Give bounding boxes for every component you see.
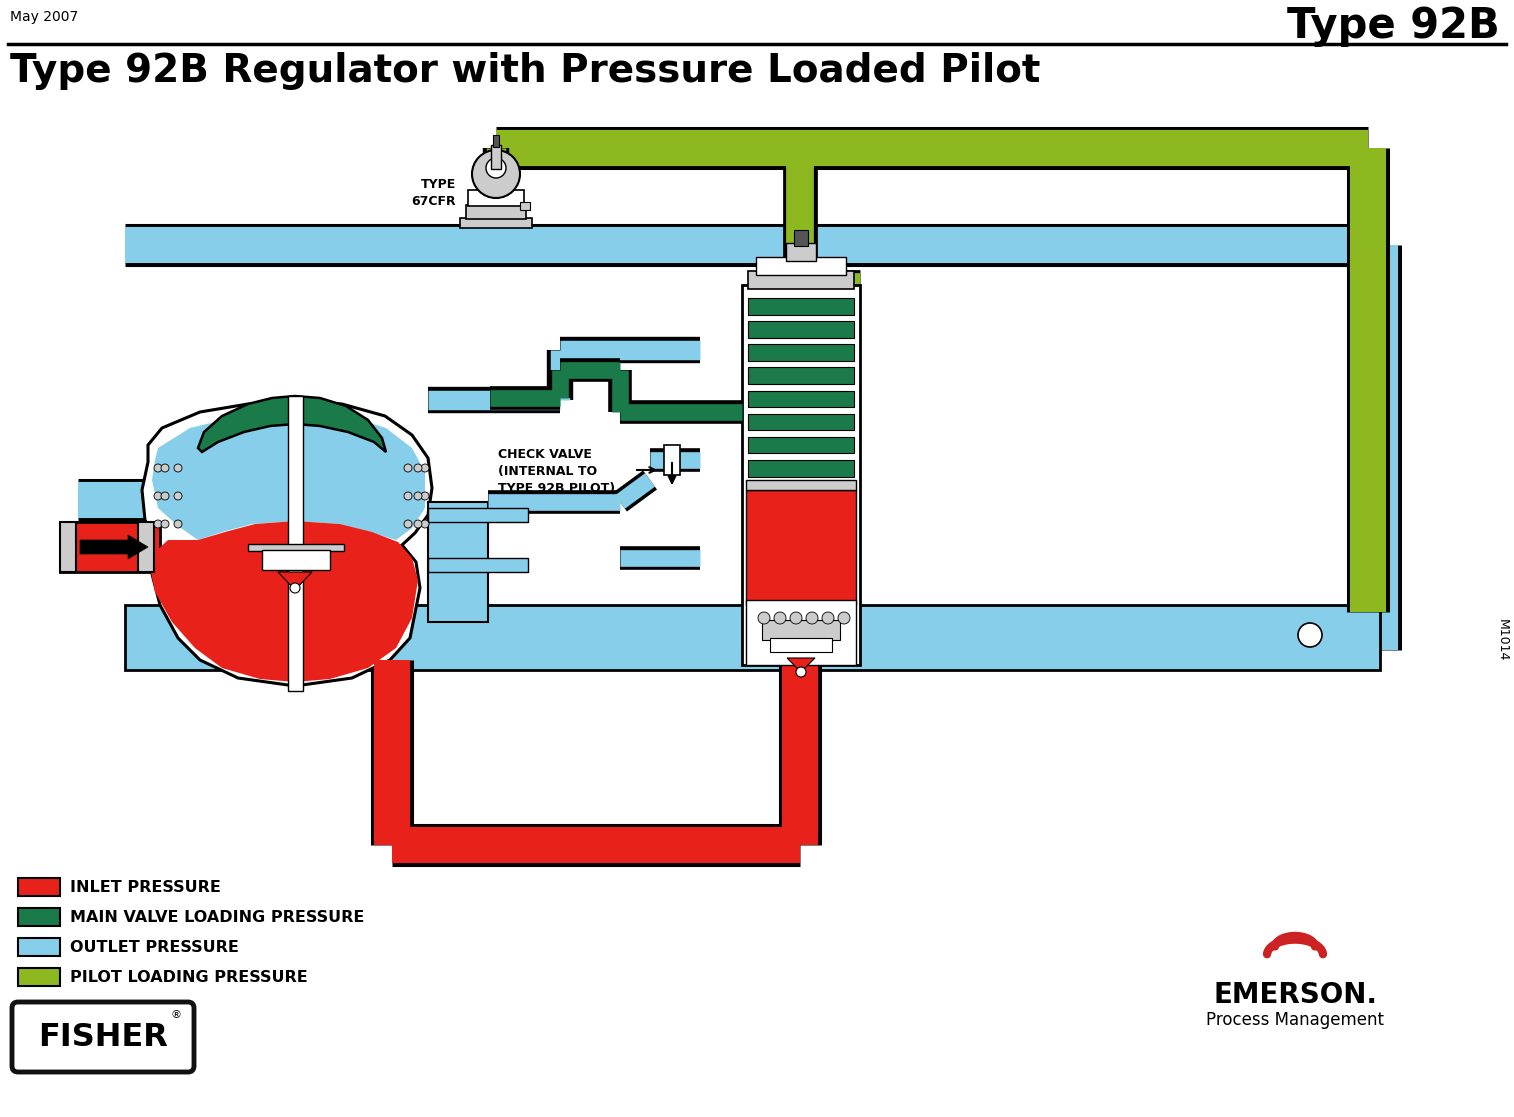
Circle shape	[154, 464, 162, 472]
Bar	[519, 202, 530, 210]
Bar	[18, 968, 61, 986]
Circle shape	[404, 491, 412, 500]
Circle shape	[160, 464, 170, 472]
Bar	[748, 391, 854, 408]
Text: PILOT LOADING PRESSURE: PILOT LOADING PRESSURE	[70, 970, 307, 984]
Polygon shape	[80, 535, 148, 558]
Circle shape	[796, 667, 805, 677]
Text: OUTLET PRESSURE: OUTLET PRESSURE	[70, 939, 239, 955]
Bar	[428, 502, 488, 622]
Circle shape	[160, 521, 170, 528]
Bar	[748, 271, 854, 289]
Bar	[466, 206, 525, 219]
Text: M1014: M1014	[1496, 619, 1508, 661]
Circle shape	[822, 612, 834, 624]
Text: TYPE
67CFR: TYPE 67CFR	[412, 178, 456, 208]
Bar	[771, 638, 833, 652]
Text: CHECK VALVE
(INTERNAL TO
TYPE 92B PILOT): CHECK VALVE (INTERNAL TO TYPE 92B PILOT)	[498, 448, 615, 495]
Bar	[748, 437, 854, 454]
Circle shape	[154, 521, 162, 528]
Bar	[786, 244, 816, 261]
Bar	[460, 218, 531, 228]
Bar	[762, 620, 840, 640]
Bar	[748, 367, 854, 384]
Circle shape	[154, 491, 162, 500]
Circle shape	[421, 491, 428, 500]
Bar	[428, 508, 528, 522]
Bar	[742, 285, 860, 665]
Bar	[748, 344, 854, 361]
Bar	[494, 135, 500, 147]
Bar	[126, 605, 1379, 670]
Bar	[755, 257, 846, 275]
Bar	[18, 878, 61, 896]
Text: MAIN VALVE LOADING PRESSURE: MAIN VALVE LOADING PRESSURE	[70, 909, 365, 925]
Circle shape	[472, 150, 519, 198]
Circle shape	[174, 491, 182, 500]
Circle shape	[413, 464, 422, 472]
Bar	[748, 321, 854, 337]
Bar	[665, 445, 680, 475]
Circle shape	[291, 583, 300, 593]
Circle shape	[805, 612, 818, 624]
Text: Type 92B Regulator with Pressure Loaded Pilot: Type 92B Regulator with Pressure Loaded …	[11, 52, 1040, 90]
Polygon shape	[150, 521, 418, 682]
Circle shape	[1297, 623, 1322, 647]
Bar	[491, 145, 501, 169]
FancyBboxPatch shape	[12, 1002, 194, 1072]
Bar	[262, 550, 330, 570]
Text: FISHER: FISHER	[38, 1022, 168, 1052]
Bar	[746, 480, 855, 490]
Circle shape	[404, 521, 412, 528]
Bar	[61, 522, 76, 572]
Circle shape	[759, 612, 771, 624]
Bar	[61, 522, 160, 572]
Circle shape	[421, 464, 428, 472]
Bar	[748, 298, 854, 315]
Bar	[793, 230, 808, 246]
Bar	[138, 522, 154, 572]
Bar	[746, 600, 855, 665]
Bar	[748, 413, 854, 430]
Circle shape	[790, 612, 802, 624]
Text: LOADING PRESSURE LINE: LOADING PRESSURE LINE	[630, 134, 818, 146]
Polygon shape	[279, 572, 312, 590]
Text: Process Management: Process Management	[1207, 1011, 1384, 1029]
Text: EMERSON.: EMERSON.	[1213, 981, 1378, 1009]
Circle shape	[174, 521, 182, 528]
Polygon shape	[142, 401, 431, 686]
Text: ®: ®	[171, 1010, 182, 1020]
Circle shape	[404, 464, 412, 472]
Bar	[468, 190, 524, 206]
Circle shape	[413, 491, 422, 500]
Polygon shape	[787, 658, 815, 672]
Circle shape	[160, 491, 170, 500]
Bar	[428, 558, 528, 572]
Circle shape	[421, 521, 428, 528]
Circle shape	[839, 612, 849, 624]
Circle shape	[413, 521, 422, 528]
Circle shape	[486, 157, 506, 178]
Bar	[18, 938, 61, 956]
Circle shape	[174, 464, 182, 472]
Polygon shape	[151, 412, 425, 540]
Bar	[248, 544, 344, 551]
Circle shape	[774, 612, 786, 624]
Text: May 2007: May 2007	[11, 10, 79, 23]
Polygon shape	[198, 397, 386, 452]
Bar	[746, 490, 855, 605]
Bar	[288, 397, 303, 691]
Bar	[748, 460, 854, 477]
Text: Type 92B: Type 92B	[1287, 4, 1500, 47]
Bar	[18, 908, 61, 926]
Text: INLET PRESSURE: INLET PRESSURE	[70, 879, 221, 895]
